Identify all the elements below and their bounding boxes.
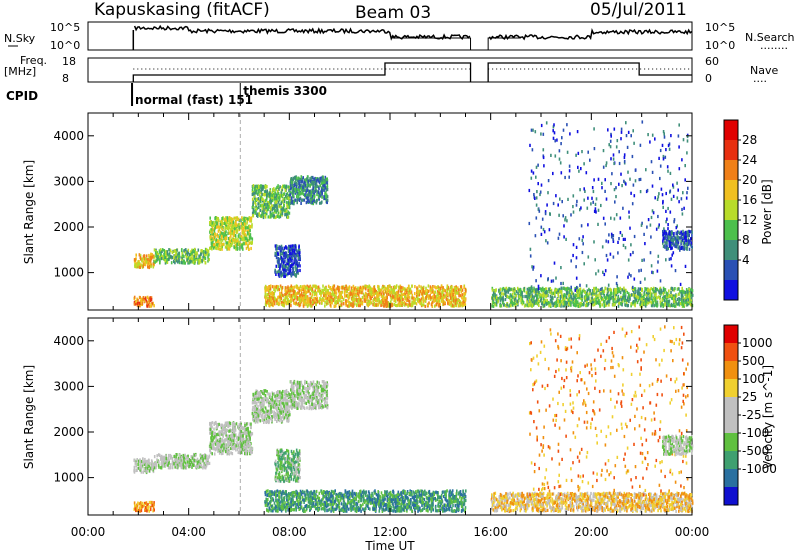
noise-sky-trace xyxy=(132,24,693,50)
range-tick-label: 2000 xyxy=(53,220,84,234)
range-tick-label: 3000 xyxy=(53,379,84,393)
power-colorbar: 28 24 20 16 12 8 4 xyxy=(723,119,757,301)
velocity-y-label: Slant Range [km] xyxy=(22,365,36,469)
noise-search-legend: ........ xyxy=(760,39,788,52)
beam-title: Beam 03 xyxy=(355,3,431,23)
x-tick-label: 12:00 xyxy=(373,525,408,539)
range-tick-label: 1000 xyxy=(53,471,84,485)
x-tick-label: 00:00 xyxy=(675,525,710,539)
freq-left-tick-top: 18 xyxy=(62,55,76,68)
frequency-panel: Freq. [MHz] 18 8 60 0 Nave .... xyxy=(4,54,778,85)
frequency-trace xyxy=(132,62,692,82)
freq-label-bottom: [MHz] xyxy=(4,65,36,78)
noise-right-tick-top: 10^5 xyxy=(705,21,735,34)
velocity-y-ticks: 1000 2000 3000 4000 xyxy=(53,334,692,485)
range-tick-label: 2000 xyxy=(53,425,84,439)
velocity-colorbar-label: Velocity [m s^-1] xyxy=(761,365,775,469)
colorbar-tick-label: -500 xyxy=(742,444,769,458)
station-title: Kapuskasing (fitACF) xyxy=(94,0,270,20)
freq-right-tick-top: 60 xyxy=(705,55,719,68)
date-title: 05/Jul/2011 xyxy=(590,0,687,20)
freq-label-top: Freq. xyxy=(20,54,47,67)
x-tick-label: 20:00 xyxy=(574,525,609,539)
velocity-scatter xyxy=(133,318,694,515)
velocity-x-ticks xyxy=(87,318,693,515)
noise-search-label: N.Search xyxy=(745,31,795,44)
range-tick-label: 1000 xyxy=(53,266,84,280)
power-y-ticks: 1000 2000 3000 4000 xyxy=(53,129,692,280)
colorbar-tick-label: 25 xyxy=(742,390,757,404)
colorbar-tick-label: 1000 xyxy=(742,336,773,350)
x-tick-label: 16:00 xyxy=(473,525,508,539)
range-tick-label: 4000 xyxy=(53,129,84,143)
colorbar-tick-label: -100 xyxy=(742,426,769,440)
noise-left-tick-top: 10^5 xyxy=(50,21,80,34)
x-tick-labels: 00:00 04:00 08:00 12:00 16:00 20:00 00:00 xyxy=(71,525,710,539)
colorbar-tick-label: 20 xyxy=(742,173,757,187)
cpid-label: CPID xyxy=(6,89,38,103)
x-tick-label: 04:00 xyxy=(171,525,206,539)
power-y-label: Slant Range [km] xyxy=(22,160,36,264)
colorbar-tick-label: -1000 xyxy=(742,462,777,476)
velocity-panel: 1000 2000 3000 4000 Slant Range [km] 1000 50… xyxy=(22,317,777,516)
range-tick-label: 4000 xyxy=(53,334,84,348)
colorbar-tick-label: 8 xyxy=(742,233,750,247)
x-tick-label: 08:00 xyxy=(272,525,307,539)
cpid-mode-label: normal (fast) 151 xyxy=(135,93,253,107)
power-panel: 1000 2000 3000 4000 Slant Range [km] 28 24 20… xyxy=(22,112,774,311)
noise-sky-label: N.Sky xyxy=(4,32,36,45)
colorbar-tick-label: -25 xyxy=(742,408,762,422)
colorbar-tick-label: 12 xyxy=(742,213,757,227)
range-tick-label: 3000 xyxy=(53,174,84,188)
colorbar-tick-label: 16 xyxy=(742,193,757,207)
nave-label: Nave xyxy=(750,64,778,77)
x-axis-label: Time UT xyxy=(364,539,415,553)
colorbar-tick-label: 28 xyxy=(742,133,757,147)
nave-legend: .... xyxy=(753,72,767,85)
noise-right-tick-bottom: 10^0 xyxy=(705,39,735,52)
noise-panel: N.Sky 10^5 10^0 10^5 10^0 N.Search .....… xyxy=(4,21,795,52)
x-tick-label: 00:00 xyxy=(71,525,106,539)
velocity-colorbar: 1000 500 100 25 -25 -100 -500 -1000 xyxy=(723,324,777,506)
freq-right-tick-bottom: 0 xyxy=(705,72,712,85)
cpid-mode-label: themis 3300 xyxy=(243,84,327,98)
colorbar-tick-label: 100 xyxy=(742,372,765,386)
freq-left-tick-bottom: 8 xyxy=(62,72,69,85)
colorbar-tick-label: 24 xyxy=(742,153,757,167)
noise-left-tick-bottom: 10^0 xyxy=(50,39,80,52)
power-x-ticks xyxy=(87,113,693,310)
colorbar-tick-label: 500 xyxy=(742,354,765,368)
power-scatter xyxy=(133,113,694,310)
power-colorbar-label: Power [dB] xyxy=(760,179,774,244)
colorbar-tick-label: 4 xyxy=(742,253,750,267)
